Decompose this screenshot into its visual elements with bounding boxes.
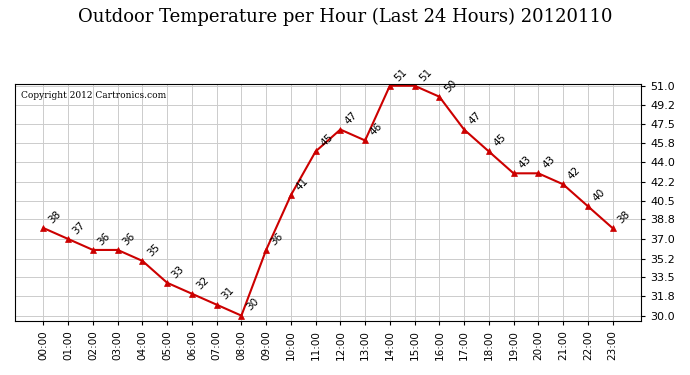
Text: 32: 32 [195,274,211,291]
Text: 47: 47 [343,110,359,127]
Text: 47: 47 [467,110,483,127]
Text: 42: 42 [566,165,582,182]
Text: 43: 43 [516,154,533,171]
Text: 40: 40 [591,187,607,203]
Text: 45: 45 [491,132,508,148]
Text: 38: 38 [46,209,63,225]
Text: 43: 43 [541,154,558,171]
Text: 45: 45 [318,132,335,148]
Text: 37: 37 [71,220,88,236]
Text: 36: 36 [121,231,137,247]
Text: 31: 31 [219,285,236,302]
Text: 36: 36 [96,231,112,247]
Text: 51: 51 [417,66,434,83]
Text: 30: 30 [244,297,261,313]
Text: 41: 41 [294,176,310,192]
Text: 51: 51 [393,66,409,83]
Text: Copyright 2012 Cartronics.com: Copyright 2012 Cartronics.com [21,91,166,100]
Text: 36: 36 [269,231,286,247]
Text: 33: 33 [170,264,186,280]
Text: 50: 50 [442,78,458,94]
Text: Outdoor Temperature per Hour (Last 24 Hours) 20120110: Outdoor Temperature per Hour (Last 24 Ho… [78,8,612,26]
Text: 46: 46 [368,121,384,138]
Text: 35: 35 [145,242,161,258]
Text: 38: 38 [615,209,632,225]
